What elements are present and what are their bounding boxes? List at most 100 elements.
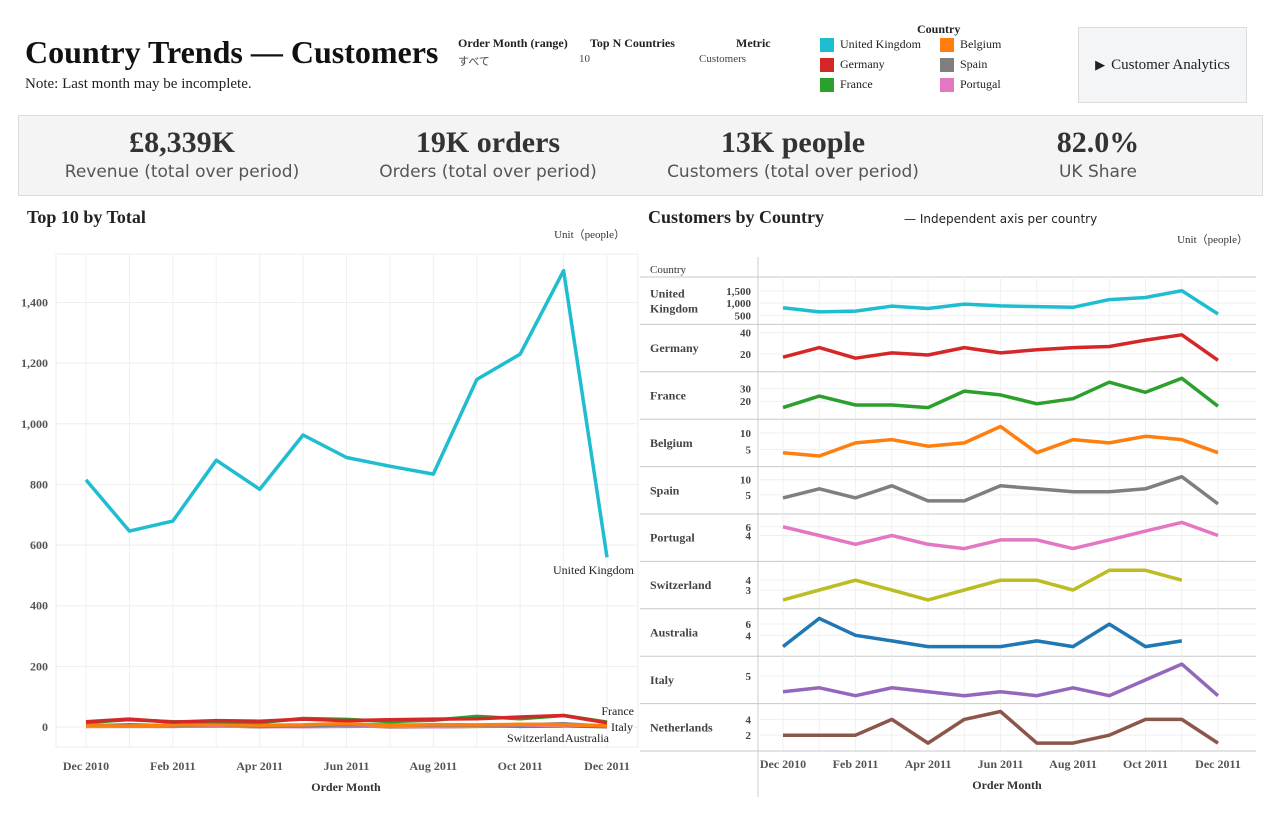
y-tick-label: 4 — [746, 630, 752, 642]
filter-metric[interactable]: Metric Customers — [699, 36, 771, 65]
y-tick-label: 1,500 — [726, 286, 751, 298]
legend-item-germany[interactable]: Germany — [820, 57, 885, 72]
customer-analytics-label: Customer Analytics — [1111, 56, 1230, 73]
y-tick-label: 4 — [746, 575, 752, 587]
y-tick-label: 10 — [740, 428, 752, 440]
x-tick-label: Dec 2011 — [1195, 757, 1241, 771]
x-tick-label: Dec 2011 — [584, 759, 630, 773]
kpi-customers: 13K people Customers (total over period) — [643, 126, 943, 182]
filter-top-n[interactable]: Top N Countries 10 — [579, 36, 675, 65]
x-tick-label: Dec 2010 — [63, 759, 109, 773]
y-tick-label: 4 — [746, 714, 752, 726]
y-tick-label: 5 — [746, 444, 752, 456]
y-tick-label: 3 — [746, 585, 752, 597]
y-tick-label: 400 — [30, 599, 48, 613]
legend-swatch — [940, 57, 954, 72]
kpi-label: UK Share — [1058, 162, 1138, 182]
panel-label: Portugal — [650, 531, 695, 545]
panel-label: United — [650, 287, 685, 301]
customers-by-country-chart: Customers by Country — Independent axis … — [640, 207, 1256, 797]
kpi-label: Orders (total over period) — [379, 162, 597, 182]
x-tick-label: Oct 2011 — [498, 759, 543, 773]
x-tick-label: Aug 2011 — [1049, 757, 1097, 771]
y-tick-label: 4 — [746, 531, 752, 543]
series-line-united-kingdom — [782, 288, 1219, 316]
y-tick-label: 800 — [30, 477, 48, 491]
x-tick-label: Apr 2011 — [905, 757, 952, 771]
x-tick-label: Oct 2011 — [1123, 757, 1168, 771]
panel-netherlands: 2 4 Netherlands — [640, 703, 1256, 752]
series-line-netherlands — [783, 709, 1219, 745]
y-tick-label: 1,000 — [21, 417, 48, 431]
series-annotation-united-kingdom: United Kingdom — [553, 563, 635, 577]
kpi-uk-share: 82.0% UK Share — [948, 126, 1248, 182]
y-tick-label: 40 — [740, 328, 752, 340]
kpi-orders: 19K orders Orders (total over period) — [338, 126, 638, 182]
y-tick-label: 1,000 — [726, 298, 751, 310]
y-tick-label: 0 — [42, 720, 48, 734]
y-tick-label: 6 — [746, 522, 752, 534]
chart-subtitle: — Independent axis per country — [904, 212, 1097, 226]
play-icon: ▶ — [1095, 57, 1106, 72]
series-line-belgium — [782, 424, 1219, 458]
series-line-portugal — [782, 520, 1219, 551]
y-tick-label: 6 — [746, 619, 752, 631]
x-tick-label: Apr 2011 — [236, 759, 283, 773]
panel-spain: 5 10 Spain — [640, 466, 1256, 515]
legend-swatch — [820, 77, 834, 92]
panel-label: Belgium — [650, 436, 693, 450]
kpi-band: £8,339K Revenue (total over period) 19K … — [18, 115, 1263, 196]
kpi-value: £8,339K — [129, 126, 235, 159]
y-tick-label: 20 — [740, 396, 752, 408]
filter-label: Order Month (range) — [458, 36, 568, 50]
kpi-value: 82.0% — [1056, 126, 1140, 159]
legend-item-portugal[interactable]: Portugal — [940, 77, 1001, 92]
y-tick-label: 5 — [746, 490, 752, 502]
y-tick-label: 30 — [740, 384, 752, 396]
legend-item-spain[interactable]: Spain — [940, 57, 987, 72]
series-line-france — [782, 376, 1220, 410]
panel-belgium: 5 10 Belgium — [640, 419, 1256, 468]
filter-value: すべて — [458, 56, 490, 68]
legend-item-belgium[interactable]: Belgium — [940, 37, 1001, 52]
note-text: Note: Last month may be incomplete. — [25, 76, 252, 92]
customer-analytics-button[interactable]: ▶ Customer Analytics — [1078, 27, 1247, 103]
y-tick-label: 2 — [746, 730, 752, 742]
series-line-australia — [781, 616, 1183, 649]
series-line-switzerland — [782, 568, 1183, 602]
x-axis-title: Order Month — [972, 778, 1042, 792]
series-annotation-australia: Australia — [565, 731, 610, 745]
panel-label: Germany — [650, 341, 699, 355]
x-tick-label: Feb 2011 — [150, 759, 196, 773]
x-tick-label: Jun 2011 — [978, 757, 1024, 771]
series-annotation-switzerland: Switzerland — [507, 731, 564, 745]
legend-swatch — [940, 77, 954, 92]
y-tick-label: 500 — [735, 310, 752, 322]
row-header: Country — [650, 264, 687, 276]
filter-order-month[interactable]: Order Month (range) すべて — [458, 36, 568, 69]
chart-title: Customers by Country — [648, 207, 824, 227]
legend-swatch — [820, 57, 834, 72]
panel-australia: 46 Australia — [640, 608, 1256, 657]
panel-label: France — [650, 389, 687, 403]
panel-italy: 5 Italy — [640, 656, 1256, 705]
panel-portugal: 46 Portugal — [640, 514, 1256, 562]
series-annotation-france: France — [601, 704, 634, 718]
legend-item-united-kingdom[interactable]: United Kingdom — [820, 37, 921, 52]
page-title: Country Trends — Customers — [25, 34, 439, 70]
x-tick-label: Aug 2011 — [409, 759, 457, 773]
x-tick-label: Feb 2011 — [833, 757, 879, 771]
kpi-label: Revenue (total over period) — [64, 162, 300, 182]
legend-item-france[interactable]: France — [820, 77, 873, 92]
kpi-revenue: £8,339K Revenue (total over period) — [32, 126, 332, 182]
y-tick-label: 1,400 — [21, 296, 48, 310]
filter-value: Customers — [699, 53, 747, 65]
panel-label: Australia — [650, 626, 698, 640]
series-annotation-italy: Italy — [611, 720, 633, 734]
filter-label: Top N Countries — [590, 36, 675, 50]
kpi-value: 13K people — [720, 126, 866, 159]
kpi-value: 19K orders — [415, 126, 561, 159]
kpi-label: Customers (total over period) — [667, 162, 919, 182]
series-line-spain — [782, 474, 1220, 506]
